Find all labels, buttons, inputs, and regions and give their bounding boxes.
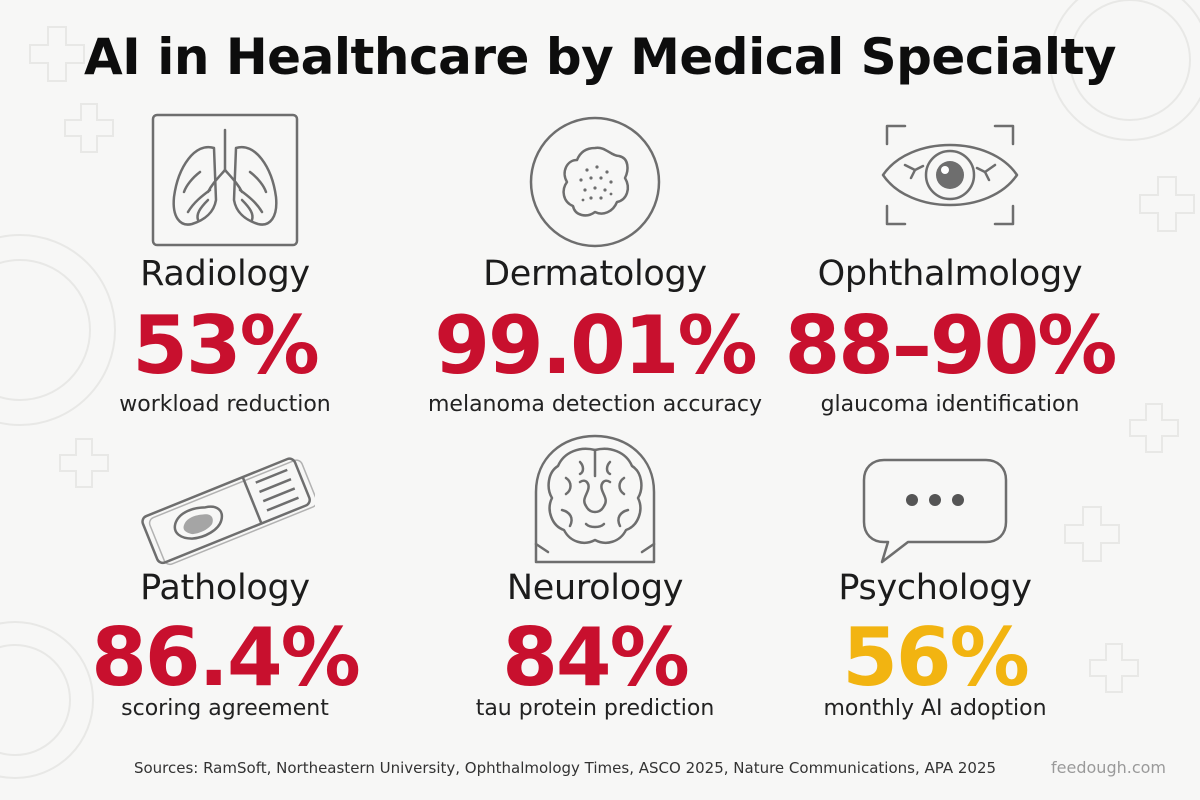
brain-scan-icon — [530, 432, 660, 570]
specialty-name: Psychology — [838, 568, 1032, 608]
specialty-name: Ophthalmology — [817, 254, 1083, 294]
sources-footnote: Sources: RamSoft, Northeastern Universit… — [133, 759, 997, 777]
brand-watermark: feedough.com — [1051, 758, 1166, 777]
specialty-name: Pathology — [140, 568, 310, 608]
microscope-slide-icon — [135, 448, 318, 572]
skin-lesion-icon — [525, 112, 665, 256]
specialty-value: 99.01% — [434, 299, 757, 392]
specialty-value: 86.4% — [91, 611, 361, 704]
specialty-description: glaucoma identification — [820, 392, 1080, 417]
lungs-icon — [150, 112, 300, 252]
eye-icon — [875, 120, 1025, 234]
specialty-name: Neurology — [506, 568, 684, 608]
specialty-description: monthly AI adoption — [823, 696, 1047, 721]
page-title: AI in Healthcare by Medical Specialty — [83, 28, 1117, 86]
speech-bubble-icon — [860, 454, 1010, 570]
specialty-value: 53% — [132, 299, 319, 392]
specialty-description: workload reduction — [119, 392, 331, 417]
specialty-name: Dermatology — [483, 254, 707, 294]
specialty-value: 88–90% — [784, 299, 1118, 392]
specialty-value: 56% — [842, 611, 1029, 704]
specialty-description: scoring agreement — [121, 696, 329, 721]
specialty-description: tau protein prediction — [475, 696, 715, 721]
specialty-description: melanoma detection accuracy — [427, 392, 763, 417]
specialty-value: 84% — [502, 611, 689, 704]
specialty-name: Radiology — [140, 254, 310, 294]
